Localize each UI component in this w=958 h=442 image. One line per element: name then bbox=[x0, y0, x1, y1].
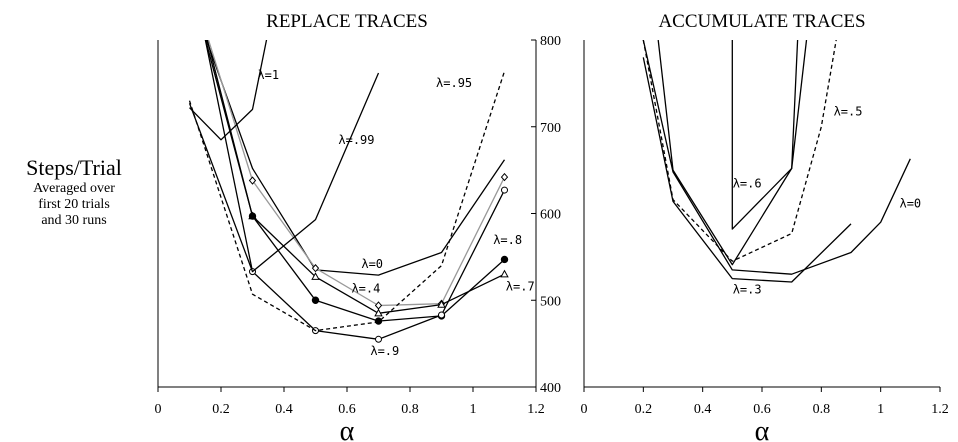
y-tick-label: 600 bbox=[540, 208, 561, 223]
x-tick-label: 0.4 bbox=[275, 402, 293, 417]
x-tick-label: 1.2 bbox=[527, 402, 545, 417]
accumulate-traces-panel: ACCUMULATE TRACES α 0 0.2 0.4 0.6 0.8 1 1.2 λ=… bbox=[581, 11, 949, 442]
replace-traces-title: REPLACE TRACES bbox=[266, 11, 428, 32]
data-point-lambda-p4 bbox=[374, 301, 383, 310]
series-line-lambda-p8 bbox=[206, 40, 505, 322]
series-line-lambda-0 bbox=[642, 40, 911, 275]
accumulate-x-axis-label: α bbox=[755, 416, 770, 442]
data-point-lambda-p4 bbox=[248, 176, 257, 185]
curve-label-lambda-p6: λ=.6 bbox=[733, 176, 762, 190]
x-tick-label: 0.2 bbox=[635, 402, 653, 417]
accumulate-annotations: λ=.5 λ=.6 λ=0 λ=.3 bbox=[733, 104, 921, 296]
data-point-lambda-p8 bbox=[500, 255, 509, 264]
x-tick-label: 0 bbox=[155, 402, 162, 417]
replace-series bbox=[188, 40, 509, 343]
data-point-lambda-p4 bbox=[500, 172, 509, 182]
replace-annotations: λ=1 λ=.99 λ=.95 λ=0 λ=.4 λ=.8 λ=.7 λ=.9 bbox=[257, 68, 534, 358]
replace-x-ticks: 0 0.2 0.4 0.6 0.8 1 1.2 bbox=[155, 387, 545, 417]
curve-label-lambda-p4: λ=.4 bbox=[351, 281, 380, 295]
y-tick-label: 800 bbox=[540, 34, 561, 49]
x-tick-label: 1 bbox=[877, 402, 884, 417]
replace-y-ticks: 400 500 600 700 800 bbox=[531, 34, 561, 396]
data-point-lambda-p9 bbox=[438, 311, 445, 319]
accumulate-x-ticks: 0 0.2 0.4 0.6 0.8 1 1.2 bbox=[581, 387, 949, 417]
curve-label-lambda-0: λ=0 bbox=[361, 257, 383, 271]
series-line-lambda-p4 bbox=[207, 40, 506, 307]
curve-label-lambda-p3: λ=.3 bbox=[733, 282, 762, 296]
x-tick-label: 0 bbox=[581, 402, 588, 417]
y-tick-label: 400 bbox=[540, 381, 561, 396]
data-point-lambda-p8 bbox=[374, 317, 383, 325]
x-tick-label: 1 bbox=[470, 402, 477, 417]
data-point-lambda-p7 bbox=[311, 272, 320, 280]
series-line-lambda-p95 bbox=[188, 70, 506, 332]
y-axis-subtitle-line-1: Averaged over bbox=[33, 181, 115, 196]
series-line-lambda-p5 bbox=[642, 40, 837, 262]
curve-label-lambda-p5: λ=.5 bbox=[834, 104, 863, 118]
x-tick-label: 0.6 bbox=[753, 402, 771, 417]
series-line-unlabeled bbox=[731, 40, 799, 230]
curve-label-lambda-p8: λ=.8 bbox=[493, 233, 522, 247]
accumulate-series bbox=[642, 40, 911, 283]
data-point-lambda-p8 bbox=[248, 212, 257, 220]
curve-label-lambda-1: λ=1 bbox=[257, 68, 279, 82]
x-tick-label: 0.2 bbox=[212, 402, 230, 417]
data-point-lambda-p7 bbox=[374, 308, 383, 317]
series-line-lambda-1 bbox=[189, 40, 268, 141]
series-line-lambda-p99 bbox=[188, 72, 380, 273]
data-point-lambda-p7 bbox=[500, 269, 509, 278]
data-point-lambda-p4 bbox=[311, 263, 320, 273]
y-axis-subtitle-line-3: and 30 runs bbox=[41, 213, 107, 228]
x-tick-label: 0.8 bbox=[813, 402, 831, 417]
data-point-lambda-p7 bbox=[437, 299, 446, 308]
x-tick-label: 0.8 bbox=[401, 402, 419, 417]
curve-label-lambda-p7: λ=.7 bbox=[506, 280, 535, 294]
data-point-lambda-p8 bbox=[311, 296, 320, 304]
curve-label-lambda-p9: λ=.9 bbox=[370, 344, 399, 358]
y-tick-label: 500 bbox=[540, 294, 561, 309]
curve-label-lambda-p99: λ=.99 bbox=[338, 133, 374, 147]
series-line-lambda-p3 bbox=[642, 57, 852, 283]
y-axis-title: Steps/Trial bbox=[26, 155, 122, 180]
series-line-lambda-p9 bbox=[204, 40, 506, 340]
replace-traces-panel: REPLACE TRACES α 0 0.2 0.4 0.6 0.8 1 1.2 400 50… bbox=[155, 11, 562, 442]
data-point-lambda-p9 bbox=[375, 335, 382, 343]
x-tick-label: 0.6 bbox=[338, 402, 356, 417]
data-point-lambda-p9 bbox=[501, 186, 508, 194]
x-tick-label: 1.2 bbox=[931, 402, 949, 417]
accumulate-traces-title: ACCUMULATE TRACES bbox=[658, 11, 865, 32]
x-tick-label: 0.4 bbox=[694, 402, 712, 417]
y-tick-label: 700 bbox=[540, 121, 561, 136]
curve-label-lambda-p95: λ=.95 bbox=[436, 76, 472, 90]
curve-label-lambda-0: λ=0 bbox=[899, 196, 921, 210]
series-line-lambda-p6 bbox=[657, 40, 808, 266]
y-axis-label: Steps/Trial Averaged over first 20 trial… bbox=[0, 155, 148, 229]
series-line-lambda-0 bbox=[205, 40, 506, 276]
replace-x-axis-label: α bbox=[340, 416, 355, 442]
y-axis-subtitle-line-2: first 20 trials bbox=[38, 197, 110, 212]
